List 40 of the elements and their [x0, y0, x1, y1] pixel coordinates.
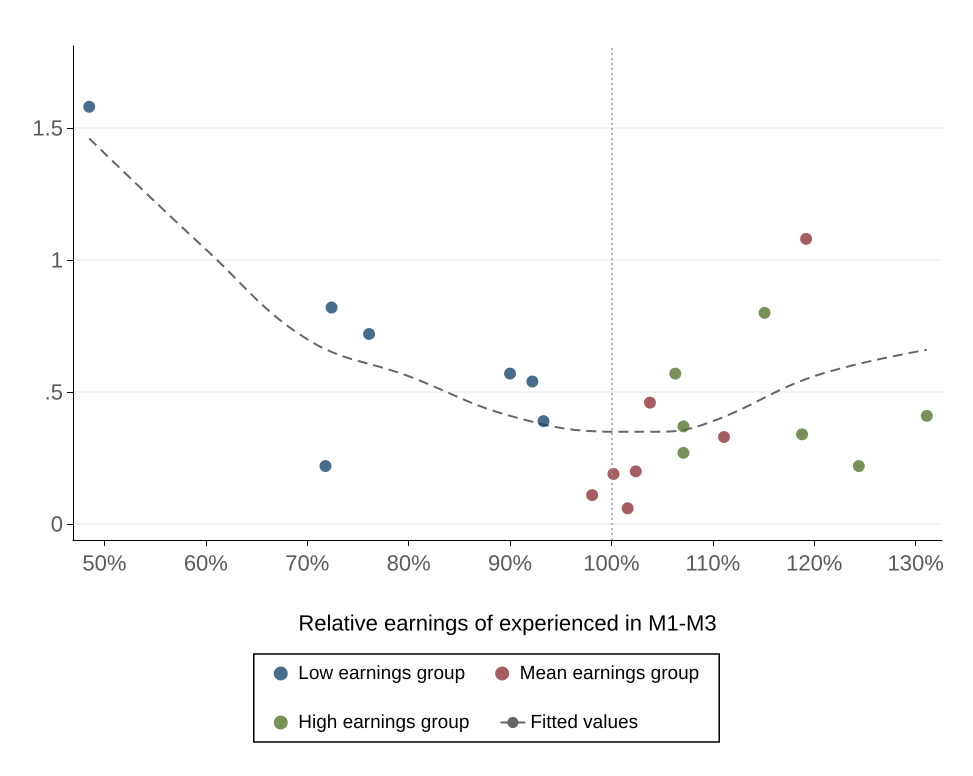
point [800, 232, 812, 245]
point [538, 415, 550, 428]
point [320, 460, 332, 472]
x-tick-label: 50% [82, 550, 126, 576]
point [622, 502, 634, 514]
point [718, 430, 730, 443]
point [677, 420, 690, 432]
x-tick-label: 80% [386, 550, 431, 576]
x-tick-label: 60% [184, 550, 228, 576]
point [326, 302, 338, 314]
x-tick-label: 120% [786, 550, 842, 576]
point [796, 428, 808, 440]
point [630, 465, 642, 478]
line-series [88, 137, 928, 433]
point [607, 468, 620, 480]
point [504, 368, 516, 380]
x-tick-label: 90% [488, 550, 532, 576]
point [669, 368, 682, 380]
legend-label: High earnings group [298, 712, 470, 733]
y-tick-label: 1.5 [32, 115, 63, 140]
x-tick-label: 70% [285, 550, 330, 576]
x-tick-label: 100% [583, 550, 640, 576]
point [758, 306, 771, 319]
legend-label: Mean earnings group [520, 663, 700, 684]
point [526, 376, 538, 388]
y-tick-label: 1 [50, 247, 63, 272]
point [363, 328, 376, 340]
y-tick-label: .5 [44, 380, 63, 405]
legend-label: Fitted values [530, 712, 638, 733]
legend-label: Low earnings group [298, 663, 466, 684]
x-axis-title: Relative earnings of experienced in M1-M3 [298, 610, 717, 636]
point [920, 410, 933, 422]
point [644, 396, 656, 409]
x-tick-label: 110% [686, 550, 740, 576]
point [677, 446, 690, 459]
x-tick-label: 130% [887, 550, 944, 576]
point [852, 460, 865, 472]
point [586, 489, 598, 502]
y-tick-label: 0 [50, 512, 63, 537]
point [83, 100, 96, 113]
